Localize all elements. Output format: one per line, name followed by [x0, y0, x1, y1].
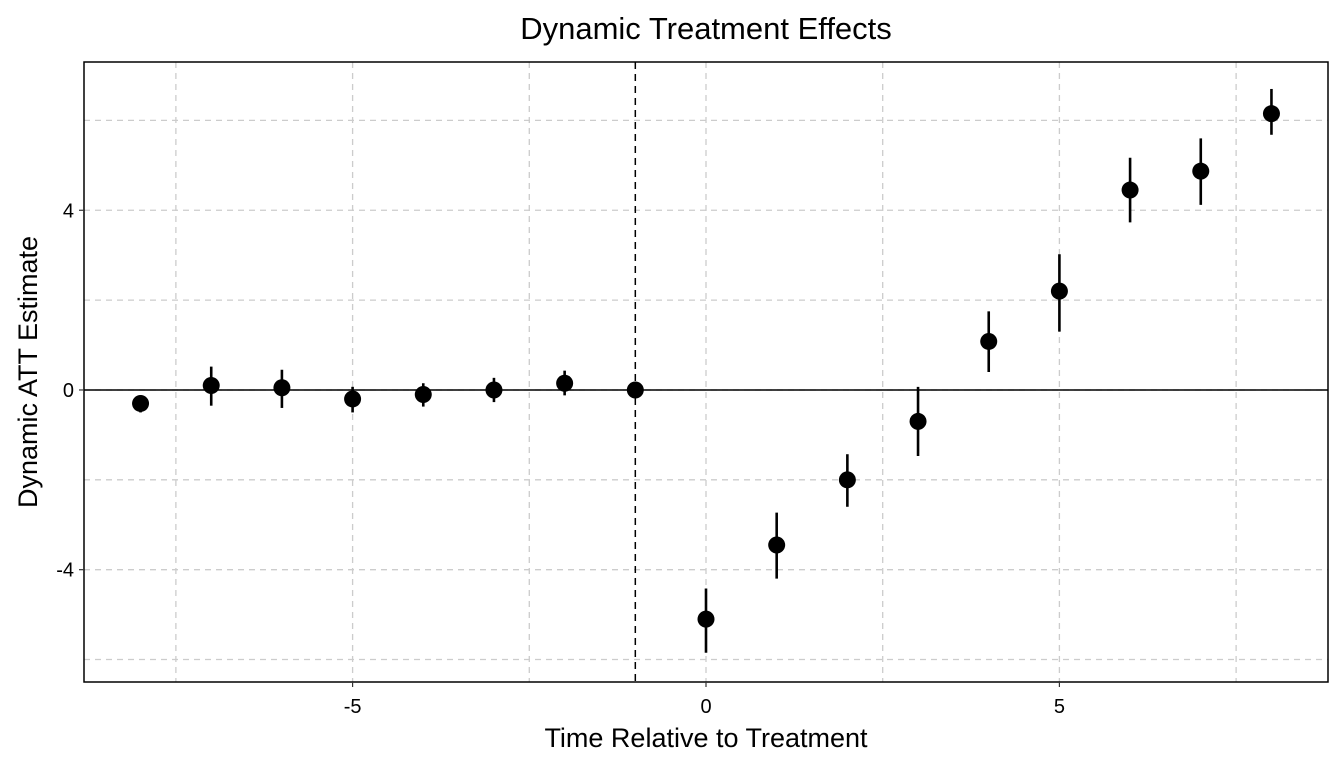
tick-layer: -5 0 5 -4 0 4: [56, 200, 1065, 718]
data-point: [626, 381, 644, 399]
data-point: [909, 412, 927, 430]
x-tick-label: -5: [344, 696, 362, 718]
chart-title: Dynamic Treatment Effects: [520, 11, 892, 46]
data-point: [838, 471, 856, 489]
data-point: [1121, 181, 1139, 199]
data-point: [980, 332, 998, 350]
data-point: [202, 376, 220, 394]
y-axis-label: Dynamic ATT Estimate: [13, 236, 43, 508]
y-tick-label: -4: [56, 560, 74, 582]
data-point: [485, 381, 503, 399]
data-point: [414, 385, 432, 403]
data-layer: [132, 88, 1280, 653]
x-tick-label: 5: [1054, 696, 1065, 718]
data-point: [273, 379, 291, 397]
data-point: [768, 536, 786, 554]
x-axis-label: Time Relative to Treatment: [544, 723, 868, 753]
y-tick-label: 0: [63, 380, 74, 402]
data-point: [1050, 282, 1068, 300]
data-point: [697, 610, 715, 628]
x-tick-label: 0: [700, 696, 711, 718]
data-point: [556, 374, 574, 392]
reference-lines: [84, 62, 1328, 682]
data-point: [1192, 162, 1210, 180]
data-point: [344, 390, 362, 408]
data-point: [132, 394, 150, 412]
data-point: [1262, 105, 1280, 123]
y-tick-label: 4: [63, 200, 74, 222]
